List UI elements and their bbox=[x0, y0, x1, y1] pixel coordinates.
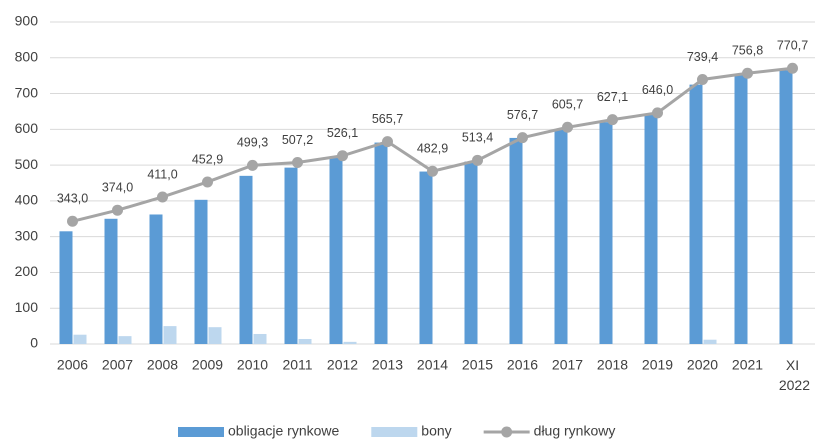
y-tick-label: 900 bbox=[15, 13, 39, 29]
x-tick-label: 2014 bbox=[417, 357, 448, 373]
bar bbox=[59, 231, 73, 344]
bar bbox=[149, 214, 163, 344]
x-tick-label: 2012 bbox=[327, 357, 358, 373]
bar bbox=[419, 171, 433, 344]
y-tick-label: 700 bbox=[15, 84, 39, 100]
x-tick-label: 2021 bbox=[732, 357, 763, 373]
bar bbox=[104, 218, 118, 344]
line-point bbox=[292, 157, 303, 169]
value-label: 411,0 bbox=[147, 167, 177, 181]
value-label: 374,0 bbox=[102, 180, 133, 194]
x-tick-label: 2017 bbox=[552, 357, 583, 373]
bar bbox=[734, 74, 748, 344]
y-tick-label: 600 bbox=[15, 120, 39, 136]
x-tick-label: 2015 bbox=[462, 357, 493, 373]
line-point bbox=[742, 67, 753, 79]
bar bbox=[703, 339, 717, 344]
x-tick-label: 2011 bbox=[282, 357, 312, 373]
x-tick-label: XI 2022 bbox=[775, 357, 810, 393]
value-label: 576,7 bbox=[507, 108, 538, 122]
line-point bbox=[607, 114, 618, 126]
value-label: 499,3 bbox=[237, 136, 268, 150]
bar bbox=[343, 341, 357, 344]
bar bbox=[689, 84, 703, 344]
value-label: 756,8 bbox=[732, 44, 763, 58]
line-point bbox=[697, 73, 708, 85]
line-point bbox=[337, 150, 348, 162]
y-tick-label: 300 bbox=[15, 227, 39, 243]
y-tick-label: 0 bbox=[30, 335, 38, 351]
value-label: 605,7 bbox=[552, 98, 583, 112]
legend-label: dług rynkowy bbox=[534, 423, 616, 439]
line-point bbox=[247, 159, 258, 171]
y-tick-label: 200 bbox=[15, 263, 39, 279]
value-label: 627,1 bbox=[597, 90, 628, 104]
line-point bbox=[67, 215, 78, 227]
value-label: 565,7 bbox=[372, 112, 403, 126]
x-tick-label: 2006 bbox=[57, 357, 88, 373]
line-point bbox=[562, 121, 573, 133]
x-tick-label: 2013 bbox=[372, 357, 403, 373]
x-tick-label: 2019 bbox=[642, 357, 673, 373]
value-label: 452,9 bbox=[192, 152, 223, 166]
value-label: 646,0 bbox=[642, 83, 673, 97]
line-point bbox=[652, 107, 663, 119]
legend-swatch bbox=[178, 427, 224, 437]
x-tick-label: 2009 bbox=[192, 357, 223, 373]
bar bbox=[509, 137, 523, 344]
x-tick-label: 2007 bbox=[102, 357, 133, 373]
legend-label: obligacje rynkowe bbox=[228, 423, 339, 439]
bar bbox=[464, 161, 478, 344]
bar bbox=[163, 326, 177, 344]
y-tick-label: 500 bbox=[15, 156, 39, 172]
bar bbox=[329, 157, 343, 344]
bar bbox=[253, 333, 267, 344]
bar bbox=[284, 167, 298, 344]
bar bbox=[298, 338, 312, 344]
bar bbox=[374, 142, 388, 344]
x-tick-label: 2018 bbox=[597, 357, 628, 373]
bar bbox=[118, 336, 132, 344]
line-point bbox=[472, 154, 483, 166]
x-tick-label-line: XI bbox=[786, 357, 799, 373]
x-tick-label: 2016 bbox=[507, 357, 538, 373]
value-label: 513,4 bbox=[462, 131, 493, 145]
line-point bbox=[157, 191, 168, 203]
value-label: 343,0 bbox=[57, 192, 88, 206]
value-label: 770,7 bbox=[777, 39, 808, 53]
bar bbox=[239, 175, 253, 344]
legend-swatch bbox=[371, 427, 418, 437]
bar bbox=[208, 327, 222, 344]
x-tick-label-line: 2022 bbox=[775, 377, 810, 393]
value-label: 526,1 bbox=[327, 126, 358, 140]
bar bbox=[779, 70, 793, 345]
value-label: 507,2 bbox=[282, 133, 313, 147]
line-point bbox=[517, 132, 528, 144]
y-tick-label: 100 bbox=[15, 299, 39, 315]
x-tick-label: 2008 bbox=[147, 357, 178, 373]
x-tick-label: 2010 bbox=[237, 357, 268, 373]
bar bbox=[599, 122, 613, 344]
y-tick-label: 800 bbox=[15, 48, 39, 64]
line-point bbox=[382, 136, 393, 148]
line-point bbox=[787, 62, 798, 74]
value-label: 739,4 bbox=[687, 50, 718, 64]
value-label: 482,9 bbox=[417, 142, 448, 156]
line-point bbox=[202, 176, 213, 188]
y-tick-label: 400 bbox=[15, 192, 39, 208]
bar bbox=[644, 115, 658, 345]
bar bbox=[554, 129, 568, 344]
line-point bbox=[112, 204, 123, 216]
legend-label: bony bbox=[421, 423, 451, 439]
legend-swatch bbox=[501, 426, 513, 438]
bar bbox=[194, 199, 208, 344]
bar bbox=[73, 334, 87, 344]
line-point bbox=[427, 165, 438, 177]
x-tick-label: 2020 bbox=[687, 357, 718, 373]
